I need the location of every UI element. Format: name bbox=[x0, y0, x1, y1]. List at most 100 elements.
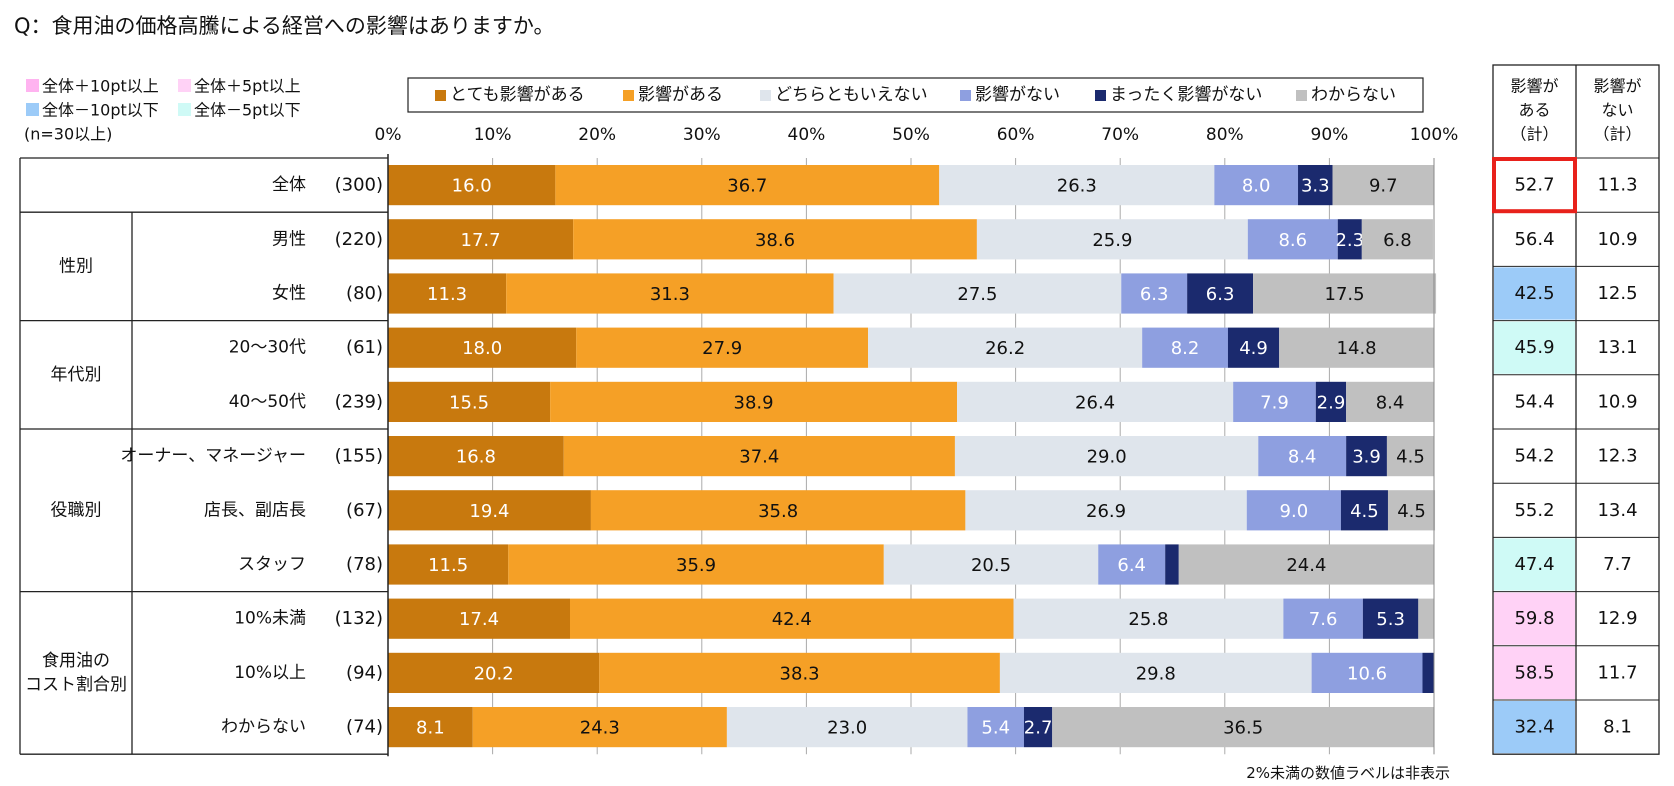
bar-value-label: 38.6 bbox=[755, 230, 795, 251]
highlight-legend-swatch bbox=[26, 103, 39, 116]
x-tick-label: 80% bbox=[1206, 125, 1244, 145]
bar-segment bbox=[965, 490, 1247, 531]
bar-segment bbox=[570, 598, 1014, 639]
bar-value-label: 5.4 bbox=[981, 718, 1010, 739]
bar-segment bbox=[388, 544, 509, 585]
bar-value-label: 8.1 bbox=[416, 718, 445, 739]
totals-highlight bbox=[1494, 538, 1575, 591]
row-n: (220) bbox=[335, 229, 383, 250]
row-n: (61) bbox=[346, 337, 383, 358]
row-n: (94) bbox=[346, 662, 383, 683]
bar-segment bbox=[954, 436, 1259, 477]
bar-segment bbox=[388, 436, 564, 477]
highlight-legend-label: 全体－5pt以下 bbox=[194, 101, 301, 120]
bar-value-label: 6.4 bbox=[1117, 555, 1146, 576]
footnote: 2%未満の数値ラベルは非表示 bbox=[1246, 764, 1450, 782]
row-label: 店長、副店長 bbox=[204, 500, 306, 520]
totals-highlight bbox=[1494, 321, 1575, 374]
bar-segment bbox=[976, 219, 1248, 260]
x-tick-label: 0% bbox=[375, 125, 402, 145]
bar-value-label: 2.3 bbox=[1335, 230, 1364, 251]
bar-segment bbox=[1142, 327, 1228, 368]
legend-label: 影響がない bbox=[975, 85, 1060, 105]
bar-value-label: 9.7 bbox=[1369, 176, 1398, 197]
total-no-value: 11.7 bbox=[1597, 662, 1637, 683]
total-yes-value: 42.5 bbox=[1514, 283, 1554, 304]
bar-value-label: 24.3 bbox=[580, 718, 620, 739]
bar-value-label: 15.5 bbox=[449, 392, 489, 413]
bar-segment bbox=[868, 327, 1143, 368]
totals-header-no: （計） bbox=[1593, 125, 1641, 144]
total-no-value: 11.3 bbox=[1597, 175, 1637, 196]
bar-value-label: 26.3 bbox=[1057, 176, 1097, 197]
row-n: (300) bbox=[335, 175, 383, 196]
x-tick-label: 50% bbox=[892, 125, 930, 145]
bar-segment bbox=[883, 544, 1099, 585]
row-label: 20～30代 bbox=[229, 338, 306, 358]
bar-segment bbox=[388, 327, 577, 368]
bar-value-label: 16.8 bbox=[456, 447, 496, 468]
total-no-value: 10.9 bbox=[1597, 391, 1637, 412]
bar-value-label: 14.8 bbox=[1337, 338, 1377, 359]
totals-header-yes: 影響が bbox=[1510, 77, 1558, 96]
bar-segment bbox=[1187, 273, 1254, 314]
bar-segment bbox=[555, 165, 940, 206]
row-n: (67) bbox=[346, 500, 383, 521]
row-label: スタッフ bbox=[238, 555, 306, 575]
bar-value-label: 6.3 bbox=[1206, 284, 1235, 305]
total-yes-value: 55.2 bbox=[1514, 500, 1554, 521]
bar-value-label: 4.5 bbox=[1396, 447, 1425, 468]
group-label: コスト割合別 bbox=[25, 675, 127, 695]
legend-swatch bbox=[960, 90, 971, 101]
bar-segment bbox=[388, 652, 600, 693]
bar-value-label: 4.5 bbox=[1350, 501, 1379, 522]
bar-segment bbox=[1332, 165, 1434, 206]
legend-label: どちらともいえない bbox=[775, 85, 928, 105]
group-label: 年代別 bbox=[51, 365, 102, 385]
highlight-legend-label: 全体＋5pt以上 bbox=[194, 77, 301, 96]
row-label: 10%以上 bbox=[234, 663, 306, 683]
bar-value-label: 6.8 bbox=[1383, 230, 1412, 251]
bar-segment bbox=[1346, 381, 1434, 422]
legend-label: まったく影響がない bbox=[1110, 85, 1262, 105]
bar-value-label: 26.2 bbox=[985, 338, 1025, 359]
total-yes-value: 56.4 bbox=[1514, 229, 1554, 250]
bar-value-label: 35.9 bbox=[676, 555, 716, 576]
bar-value-label: 8.6 bbox=[1278, 230, 1307, 251]
bar-segment bbox=[999, 652, 1312, 693]
highlight-legend-swatch bbox=[178, 103, 191, 116]
legend-label: わからない bbox=[1311, 85, 1396, 105]
bar-segment bbox=[1386, 436, 1434, 477]
total-yes-value: 32.4 bbox=[1514, 717, 1554, 738]
bar-value-label: 8.0 bbox=[1242, 176, 1271, 197]
totals-highlight bbox=[1494, 701, 1575, 754]
highlight-legend-label: 全体－10pt以下 bbox=[42, 101, 159, 120]
bar-value-label: 3.9 bbox=[1352, 447, 1381, 468]
bar-value-label: 7.9 bbox=[1260, 392, 1289, 413]
bar-value-label: 16.0 bbox=[452, 176, 492, 197]
x-tick-label: 10% bbox=[474, 125, 512, 145]
bar-segment bbox=[508, 544, 884, 585]
totals-header-yes: （計） bbox=[1510, 125, 1558, 144]
bar-segment bbox=[1340, 490, 1388, 531]
row-n: (80) bbox=[346, 283, 383, 304]
bar-value-label: 9.0 bbox=[1280, 501, 1309, 522]
row-label: 女性 bbox=[272, 284, 306, 304]
bar-value-label: 5.3 bbox=[1376, 609, 1405, 630]
legend-swatch bbox=[1296, 90, 1307, 101]
bar-segment bbox=[1052, 707, 1434, 748]
bar-segment bbox=[1362, 598, 1419, 639]
bar-segment bbox=[1013, 598, 1284, 639]
totals-highlight bbox=[1494, 592, 1575, 645]
bar-segment bbox=[1233, 381, 1316, 422]
bar-segment bbox=[1361, 219, 1433, 260]
bar-segment bbox=[1346, 436, 1387, 477]
bar-segment bbox=[1246, 490, 1341, 531]
total-yes-value: 54.4 bbox=[1514, 391, 1554, 412]
bar-segment bbox=[1387, 490, 1436, 531]
legend-swatch bbox=[760, 90, 771, 101]
legend-label: 影響がある bbox=[638, 85, 723, 105]
group-label: 性別 bbox=[59, 256, 93, 276]
row-n: (155) bbox=[335, 446, 383, 467]
row-label: 40～50代 bbox=[229, 392, 306, 412]
